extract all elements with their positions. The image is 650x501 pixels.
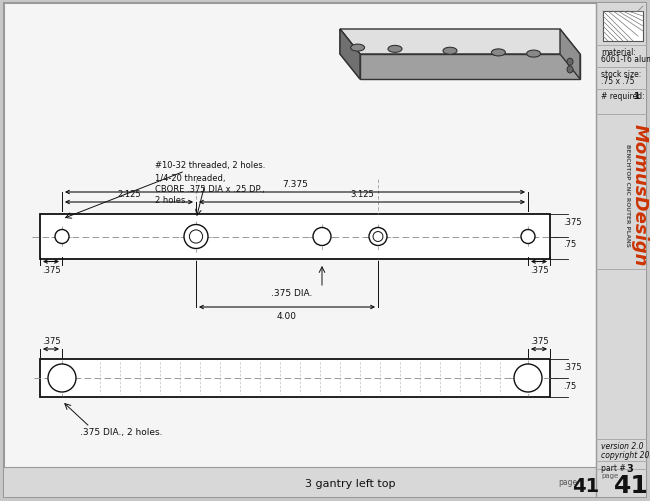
Text: .375 DIA.: .375 DIA. xyxy=(271,289,313,298)
Text: 3 gantry left top: 3 gantry left top xyxy=(305,478,395,488)
Text: 7.375: 7.375 xyxy=(282,180,308,188)
Circle shape xyxy=(373,232,383,242)
Text: MomusDesign: MomusDesign xyxy=(631,124,649,266)
Ellipse shape xyxy=(567,59,573,66)
Bar xyxy=(603,12,643,42)
Text: 3.125: 3.125 xyxy=(350,189,374,198)
Polygon shape xyxy=(340,30,580,55)
Text: .375: .375 xyxy=(42,336,60,345)
Circle shape xyxy=(189,230,203,243)
Text: .375 DIA., 2 holes.: .375 DIA., 2 holes. xyxy=(80,427,162,436)
Ellipse shape xyxy=(567,67,573,74)
Text: 41: 41 xyxy=(572,476,599,495)
Text: page: page xyxy=(558,477,577,486)
Circle shape xyxy=(184,225,208,249)
Circle shape xyxy=(521,230,535,244)
Text: 3: 3 xyxy=(626,463,632,473)
Text: version 2.0: version 2.0 xyxy=(601,441,644,450)
Polygon shape xyxy=(560,30,580,80)
Circle shape xyxy=(55,230,69,244)
Bar xyxy=(40,359,550,397)
Bar xyxy=(596,4,646,497)
Text: BENCHTOP CNC ROUTER PLANS: BENCHTOP CNC ROUTER PLANS xyxy=(625,143,630,246)
Circle shape xyxy=(48,364,76,392)
Text: .375: .375 xyxy=(530,266,549,275)
Text: .375: .375 xyxy=(530,336,549,345)
Polygon shape xyxy=(340,30,360,80)
Text: part #: part # xyxy=(601,463,626,472)
Text: 4.00: 4.00 xyxy=(277,312,297,320)
Text: 41: 41 xyxy=(614,473,649,497)
Bar xyxy=(40,214,550,260)
Text: stock size:: stock size: xyxy=(601,70,642,79)
Text: .75 x .75: .75 x .75 xyxy=(601,77,634,86)
Ellipse shape xyxy=(388,46,402,53)
Bar xyxy=(4,467,596,497)
Text: page: page xyxy=(601,472,618,478)
Text: 2 holes.: 2 holes. xyxy=(155,195,188,204)
Text: 6061-T6 alum.: 6061-T6 alum. xyxy=(601,55,650,64)
Polygon shape xyxy=(360,55,580,80)
Ellipse shape xyxy=(350,45,365,52)
Text: material:: material: xyxy=(601,48,636,57)
Circle shape xyxy=(313,228,331,246)
Text: .375: .375 xyxy=(42,266,60,275)
Ellipse shape xyxy=(443,48,457,55)
Circle shape xyxy=(369,228,387,246)
Ellipse shape xyxy=(491,50,506,57)
Text: .375: .375 xyxy=(563,362,582,371)
Text: CBORE .375 DIA x .25 DP.,: CBORE .375 DIA x .25 DP., xyxy=(155,185,265,193)
Text: .375: .375 xyxy=(563,217,582,226)
Text: 1: 1 xyxy=(633,92,639,101)
Text: 2.125: 2.125 xyxy=(117,189,141,198)
Text: # required:: # required: xyxy=(601,92,645,101)
Text: .75: .75 xyxy=(563,381,577,390)
Polygon shape xyxy=(340,30,360,80)
Ellipse shape xyxy=(526,51,541,58)
Text: copyright 2012: copyright 2012 xyxy=(601,450,650,459)
Text: #10-32 threaded, 2 holes.: #10-32 threaded, 2 holes. xyxy=(155,161,265,170)
Text: .75: .75 xyxy=(563,240,577,249)
Text: 1/4-20 threaded,: 1/4-20 threaded, xyxy=(155,174,226,183)
Circle shape xyxy=(514,364,542,392)
